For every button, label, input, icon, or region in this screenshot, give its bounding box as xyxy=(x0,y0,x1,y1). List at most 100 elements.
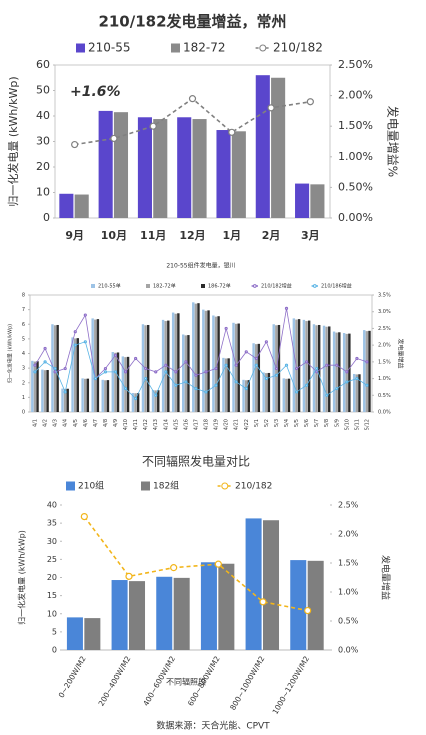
gain-marker xyxy=(284,363,289,367)
y2-tick-label: 0.50% xyxy=(338,180,373,193)
gain-marker xyxy=(204,390,208,394)
gain-marker xyxy=(174,383,178,387)
bar xyxy=(51,324,54,412)
bar xyxy=(338,332,341,412)
x-tick-label: 5/8 xyxy=(324,419,330,427)
bar xyxy=(332,331,336,412)
gain-marker xyxy=(154,370,158,374)
gain-marker xyxy=(335,363,339,367)
gain-marker xyxy=(335,387,339,391)
x-tick-label: 4/1 xyxy=(33,419,39,427)
x-tick-label: 4/14 xyxy=(163,419,169,430)
y-tick-label: 10 xyxy=(36,186,50,199)
y-tick-label: 0 xyxy=(43,211,50,224)
bar xyxy=(295,183,310,218)
x-tick-label: 4/7 xyxy=(93,419,99,427)
x-tick-label: 5/6 xyxy=(304,419,310,427)
gain-marker xyxy=(345,380,349,384)
gain-marker xyxy=(214,383,218,387)
gain-marker xyxy=(214,560,222,568)
bar xyxy=(204,310,208,412)
gain-marker xyxy=(194,387,198,391)
y-tick-label: 0 xyxy=(22,410,25,416)
bar xyxy=(66,617,83,650)
bar xyxy=(368,330,371,412)
gain-marker xyxy=(234,363,238,367)
y2-tick-label: 3.0% xyxy=(378,309,391,315)
x-tick-label: 5/2 xyxy=(264,419,270,427)
y-tick-label: 30 xyxy=(47,537,57,546)
bar xyxy=(76,338,79,412)
y2-tick-label: 2.5% xyxy=(378,326,391,332)
gain-marker xyxy=(264,340,268,344)
x-tick-label: 4/15 xyxy=(173,419,179,430)
x-tick-label: 5/3 xyxy=(274,419,280,427)
gain-marker xyxy=(188,95,197,103)
bar xyxy=(94,319,97,412)
bar xyxy=(174,313,177,412)
bar xyxy=(157,390,160,412)
gain-marker xyxy=(113,353,118,357)
bar xyxy=(307,560,324,650)
y2-tick-label: 1.50% xyxy=(338,119,373,132)
bar xyxy=(151,390,155,412)
x-tick-label: 200~400W/M2 xyxy=(97,654,133,707)
legend-swatch xyxy=(141,481,150,491)
bar xyxy=(98,110,113,218)
bar xyxy=(66,388,69,412)
gain-marker xyxy=(294,390,299,394)
legend-swatch xyxy=(201,284,205,288)
y-tick-label: 10 xyxy=(47,609,57,618)
x-tick-label: 4/11 xyxy=(133,419,139,430)
y-tick-label: 60 xyxy=(36,58,50,71)
x-tick-label: 4/3 xyxy=(53,419,59,427)
gain-marker xyxy=(305,360,309,364)
y-tick-label: 20 xyxy=(36,160,50,173)
y-tick-label: 5 xyxy=(52,627,57,636)
gain-marker xyxy=(33,370,37,374)
gain-line xyxy=(34,308,368,380)
bar xyxy=(292,318,296,412)
gain-marker xyxy=(194,373,198,377)
bar xyxy=(257,343,261,412)
legend-label: 210/182 xyxy=(235,482,272,492)
gain-marker xyxy=(204,370,208,374)
bar xyxy=(352,373,356,412)
bar xyxy=(237,323,240,412)
bar xyxy=(218,563,235,650)
gain-marker xyxy=(123,387,128,391)
bar xyxy=(252,343,255,412)
bar xyxy=(255,75,270,218)
bar xyxy=(56,324,59,412)
gain-marker xyxy=(125,572,133,580)
legend-label: 210/182增益 xyxy=(261,283,292,290)
gain-marker xyxy=(184,360,188,364)
bar xyxy=(167,320,170,412)
bar xyxy=(227,358,230,412)
bar xyxy=(355,374,359,412)
y-tick-label: 7 xyxy=(22,307,25,313)
bar xyxy=(247,380,250,412)
bar xyxy=(171,312,175,412)
bar xyxy=(33,361,37,412)
plot-border xyxy=(29,294,373,413)
bar xyxy=(134,393,137,412)
bar xyxy=(232,322,235,412)
chart-title: 210-55组件发电量，银川 xyxy=(166,262,235,270)
bar xyxy=(342,333,346,412)
y2-tick-label: 0.00% xyxy=(338,211,373,224)
bar xyxy=(265,373,268,412)
x-tick-label: 1月 xyxy=(222,229,241,242)
gain-marker xyxy=(73,330,77,334)
bar xyxy=(96,319,100,412)
gain-marker xyxy=(284,306,289,310)
y-tick-label: 2 xyxy=(22,380,25,386)
x-tick-label: 4/22 xyxy=(244,419,250,430)
bar xyxy=(207,310,210,412)
bar xyxy=(84,618,101,650)
legend-swatch xyxy=(171,43,180,53)
y-tick-label: 40 xyxy=(36,109,50,122)
y-tick-label: 5 xyxy=(22,336,25,342)
y-tick-label: 15 xyxy=(47,591,57,600)
gain-marker xyxy=(93,376,97,381)
